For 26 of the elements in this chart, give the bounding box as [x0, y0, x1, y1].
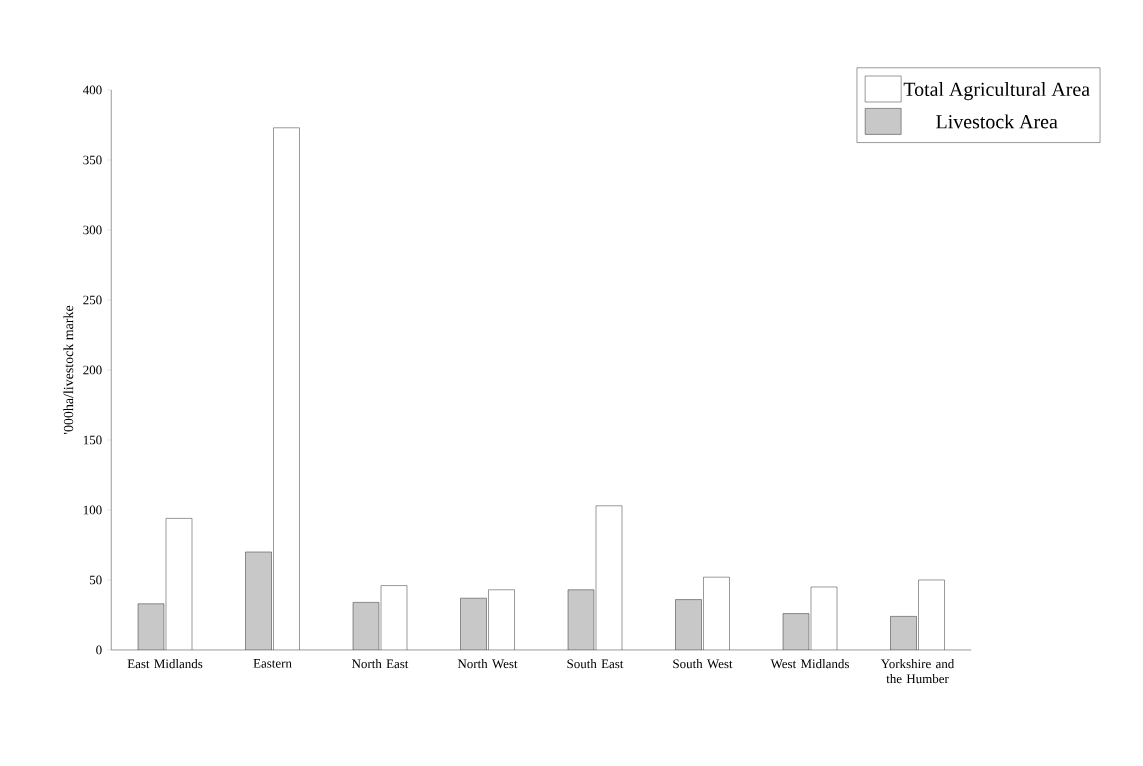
y-tick-label: 300 — [83, 225, 102, 235]
x-tick-label: West Midlands — [770, 659, 849, 669]
legend-label: Total Agricultural Area — [903, 82, 1090, 101]
y-tick-label: 200 — [83, 365, 102, 375]
legend-label: Livestock Area — [936, 114, 1058, 129]
x-tick-label: Eastern — [253, 659, 292, 668]
bar — [245, 551, 272, 650]
y-axis-title: '000ha/livestock marke — [63, 305, 74, 434]
bar — [138, 603, 165, 650]
bar — [568, 589, 595, 650]
x-tick-label: South West — [673, 659, 733, 669]
x-tick-label: South East — [567, 659, 624, 669]
y-tick-label: 0 — [96, 645, 102, 655]
x-tick-label: Yorkshire and the Humber — [880, 659, 955, 684]
y-tick-label: 250 — [83, 295, 102, 305]
x-tick-label: North East — [351, 659, 409, 669]
y-tick-label: 400 — [82, 85, 102, 95]
y-tick-label: 150 — [83, 435, 102, 445]
y-tick-label: 100 — [83, 505, 102, 515]
bar — [675, 599, 702, 650]
x-tick-label: North West — [457, 659, 518, 669]
y-tick-label: 350 — [83, 155, 102, 165]
bar — [460, 598, 487, 650]
y-tick-label: 50 — [89, 575, 102, 585]
bar — [890, 616, 917, 650]
x-tick-label: East Midlands — [127, 659, 203, 669]
